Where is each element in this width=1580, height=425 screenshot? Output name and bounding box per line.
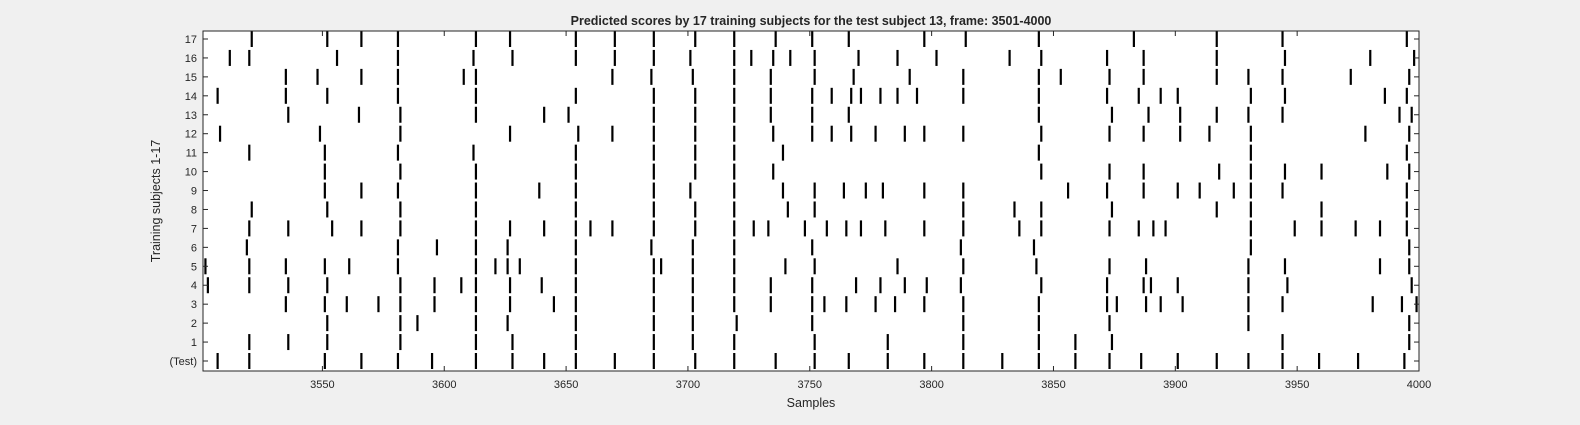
x-axis: 3550 3600 3650 3700 3750 3800 3850 3900 3950 4000: [310, 31, 1431, 391]
x-tick-label: 4000: [1407, 379, 1431, 391]
x-tick-label: 3900: [1163, 379, 1187, 391]
y-tick-label: 14: [185, 91, 197, 103]
y-tick-label: 2: [191, 318, 197, 330]
plot-area: [203, 31, 1419, 371]
y-tick-label: (Test): [170, 356, 198, 368]
x-axis-label: Samples: [787, 396, 836, 410]
x-tick-label: 3550: [310, 379, 334, 391]
x-tick-label: 3950: [1285, 379, 1309, 391]
y-tick-label: 15: [185, 72, 197, 84]
y-tick-label: 7: [191, 223, 197, 235]
y-tick-label: 12: [185, 129, 197, 141]
x-tick-label: 3700: [676, 379, 700, 391]
spike-marks: [204, 30, 1418, 369]
x-tick-label: 3800: [919, 379, 943, 391]
y-axis-label: Training subjects 1-17: [149, 140, 163, 263]
y-tick-label: 13: [185, 110, 197, 122]
y-tick-label: 3: [191, 299, 197, 311]
y-tick-label: 5: [191, 261, 197, 273]
y-tick-label: 9: [191, 186, 197, 198]
x-tick-label: 3650: [554, 379, 578, 391]
y-tick-label: 8: [191, 204, 197, 216]
y-tick-label: 10: [185, 167, 197, 179]
y-tick-label: 4: [191, 280, 197, 292]
chart-title: Predicted scores by 17 training subjects…: [571, 14, 1052, 28]
x-tick-label: 3750: [798, 379, 822, 391]
y-tick-label: 6: [191, 242, 197, 254]
y-tick-label: 16: [185, 53, 197, 65]
y-tick-label: 1: [191, 337, 197, 349]
y-tick-label: 11: [186, 148, 197, 160]
x-tick-label: 3850: [1041, 379, 1065, 391]
x-tick-label: 3600: [432, 379, 456, 391]
axes-frame: [202, 30, 1420, 372]
y-tick-label: 17: [185, 34, 197, 46]
